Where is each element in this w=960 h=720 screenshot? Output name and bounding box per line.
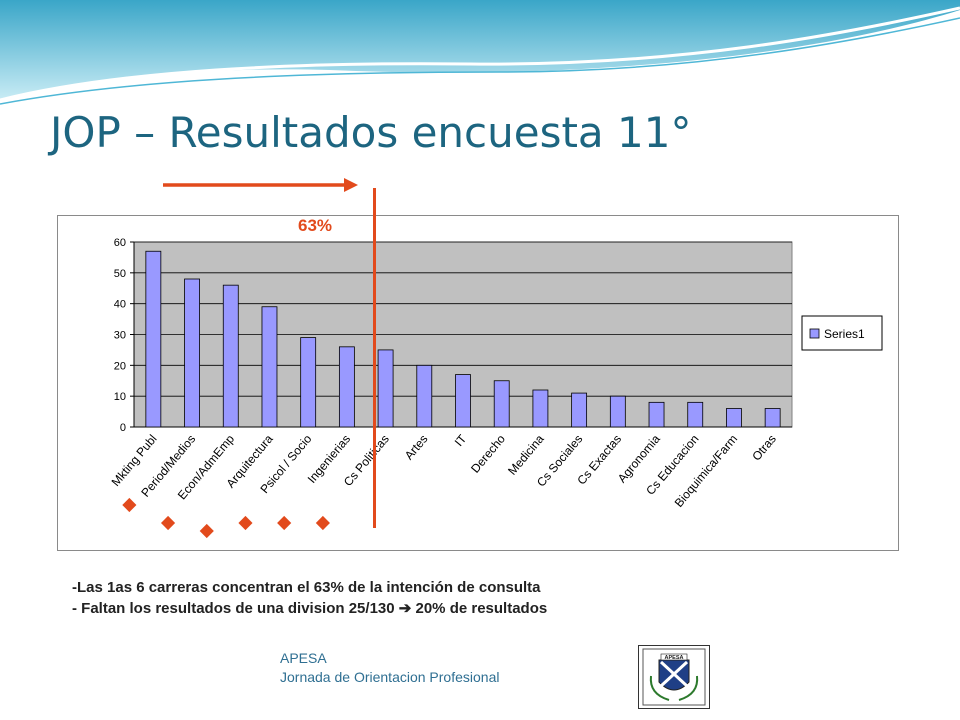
- bar: [764, 408, 781, 428]
- apesa-logo: APESA: [638, 645, 710, 709]
- highlight-percentage: 63%: [298, 216, 333, 235]
- x-tick-label: Artes: [402, 432, 431, 462]
- arrow-right-icon: [163, 178, 358, 192]
- bar: [300, 337, 317, 428]
- marker-diamond: [122, 497, 137, 513]
- bar: [609, 395, 626, 428]
- y-tick-label: 60: [114, 237, 126, 249]
- bar: [377, 349, 394, 428]
- y-tick-label: 20: [114, 360, 126, 372]
- marker-diamond: [277, 515, 292, 531]
- bar: [493, 380, 510, 428]
- x-tick-label: Medicina: [505, 432, 547, 478]
- marker-diamond: [199, 523, 214, 539]
- footer-event: Jornada de Orientacion Profesional: [280, 669, 500, 685]
- notes: -Las 1as 6 carreras concentran el 63% de…: [72, 577, 547, 619]
- y-tick-label: 30: [114, 330, 126, 342]
- bar: [532, 389, 549, 428]
- x-tick-label: Derecho: [468, 432, 508, 476]
- cutoff-line: [373, 188, 376, 528]
- bar: [145, 250, 162, 428]
- bar: [338, 346, 355, 428]
- y-tick-label: 40: [114, 299, 126, 311]
- bar: [687, 401, 704, 428]
- bar: [416, 364, 433, 428]
- y-tick-label: 10: [114, 391, 126, 403]
- marker-diamond: [315, 515, 330, 531]
- bar: [261, 306, 278, 428]
- marker-diamond: [160, 515, 176, 531]
- legend-swatch: [809, 328, 820, 339]
- y-tick-label: 0: [120, 422, 126, 434]
- y-tick-label: 50: [114, 268, 126, 280]
- bar: [648, 401, 665, 428]
- bar: [222, 284, 239, 428]
- bar: [455, 374, 471, 428]
- legend-label: Series1: [824, 327, 865, 341]
- svg-text:APESA: APESA: [665, 655, 684, 661]
- marker-diamond: [238, 515, 253, 531]
- slide-title: JOP – Resultados encuesta 11°: [50, 108, 692, 157]
- note-line-1: -Las 1as 6 carreras concentran el 63% de…: [72, 579, 541, 596]
- bar: [184, 278, 200, 428]
- note-line-2: - Faltan los resultados de una division …: [72, 600, 548, 617]
- chart-frame: 0 10 20 30 40 50 60 Mkting Publ Period/Medios Eco…: [57, 215, 899, 551]
- bar: [726, 408, 742, 428]
- x-tick-label: IT: [452, 431, 470, 449]
- x-tick-label: Otras: [749, 432, 779, 463]
- bar: [571, 392, 588, 428]
- footer: APESA Jornada de Orientacion Profesional: [280, 649, 499, 687]
- footer-org: APESA: [280, 650, 327, 666]
- header-wave-decoration: [0, 0, 960, 105]
